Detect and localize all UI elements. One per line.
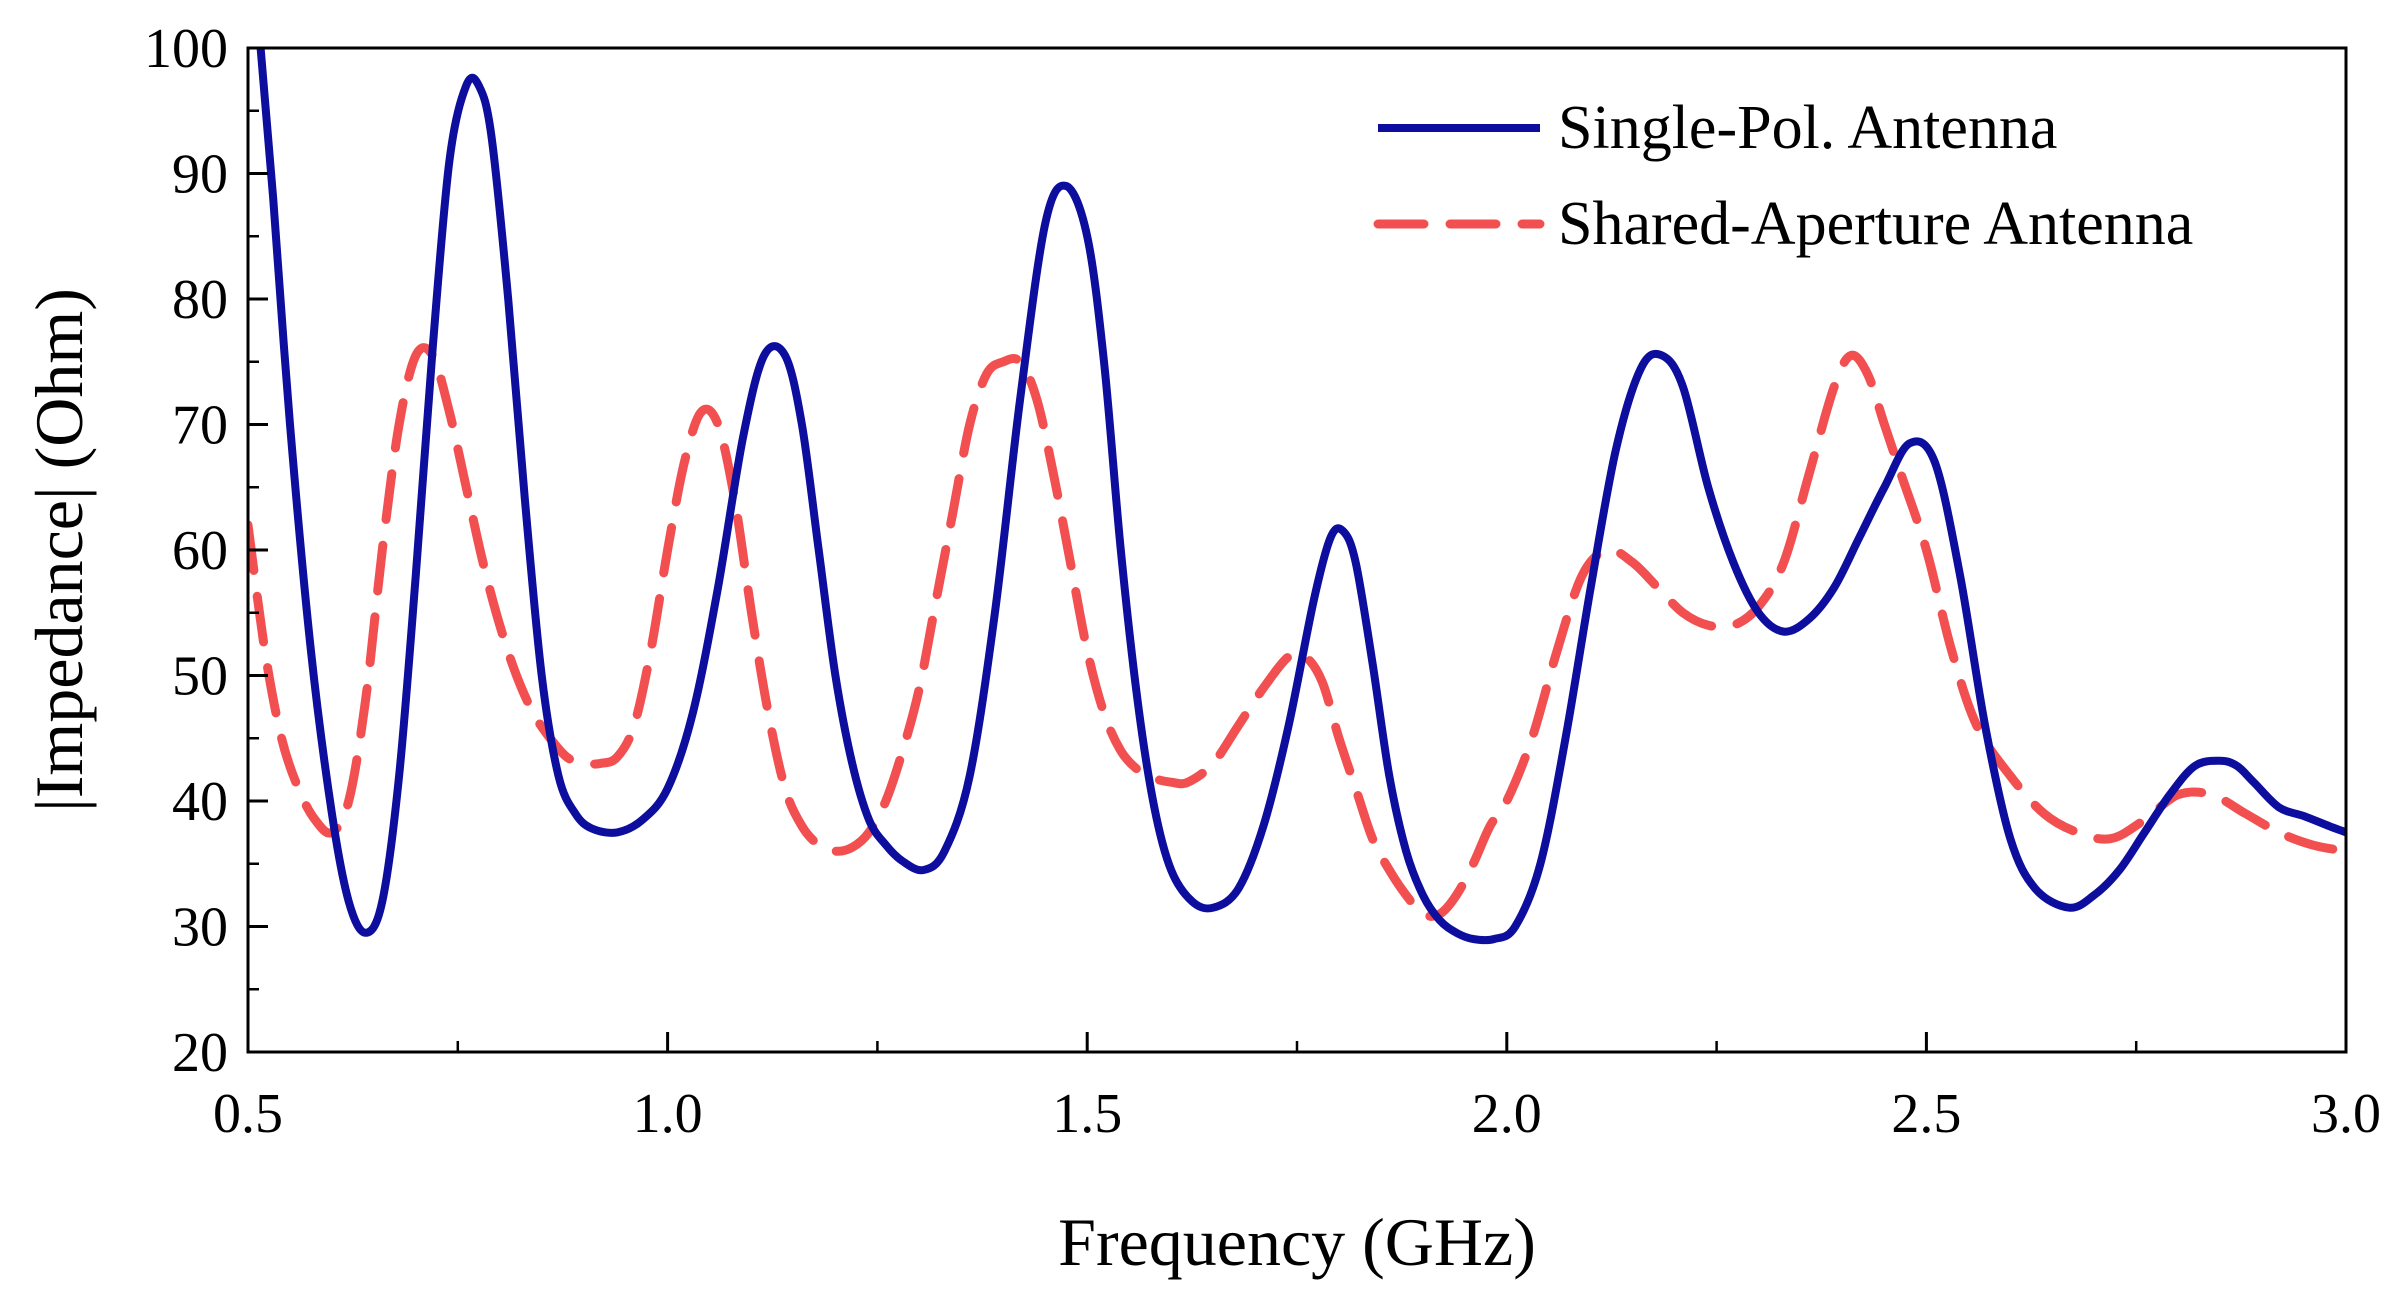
- y-tick-label: 70: [172, 395, 228, 457]
- series-layer: [248, 48, 2346, 945]
- x-tick-label: 2.5: [1891, 1083, 1961, 1145]
- y-tick-label: 80: [172, 269, 228, 331]
- y-tick-label: 30: [172, 897, 228, 959]
- y-tick-label: 100: [144, 18, 228, 80]
- x-tick-label: 0.5: [213, 1083, 283, 1145]
- axes-layer: 0.5 1.0 1.5 2.0 2.5 3.0 20 30 40 50 60 70 80 90 100: [144, 18, 2381, 1145]
- x-tick-label: 1.0: [633, 1083, 703, 1145]
- x-tick-label: 3.0: [2311, 1083, 2381, 1145]
- x-axis-label: Frequency (GHz): [1058, 1204, 1536, 1280]
- y-tick-label: 40: [172, 771, 228, 833]
- legend-label: Single-Pol. Antenna: [1558, 94, 2057, 162]
- x-tick-label: 1.5: [1052, 1083, 1122, 1145]
- legend: Single-Pol. Antenna Shared-Aperture Anten…: [1373, 94, 2193, 258]
- y-tick-label: 50: [172, 646, 228, 708]
- y-axis-label: |Impedance| (Ohm): [21, 288, 97, 812]
- legend-label: Shared-Aperture Antenna: [1558, 190, 2193, 258]
- series-line-single-pol: [256, 48, 2346, 945]
- x-tick-label: 2.0: [1472, 1083, 1542, 1145]
- y-tick-label: 20: [172, 1022, 228, 1084]
- y-tick-label: 90: [172, 144, 228, 206]
- series-line-shared-aperture: [248, 343, 2346, 921]
- y-tick-label: 60: [172, 520, 228, 582]
